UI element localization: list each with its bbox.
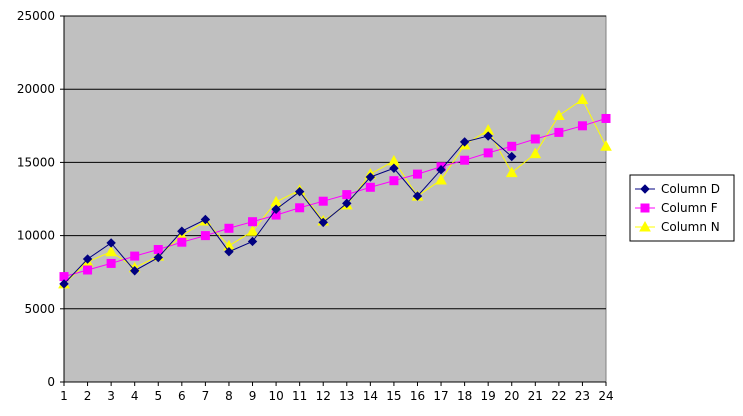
data-point <box>224 246 234 257</box>
data-point <box>435 173 447 185</box>
x-tick-label: 6 <box>178 389 186 403</box>
data-point <box>59 279 69 289</box>
data-point <box>460 155 470 165</box>
data-point <box>507 141 517 151</box>
legend-item: Column D <box>635 182 720 196</box>
data-point <box>412 191 423 201</box>
legend-label: Column N <box>661 220 720 234</box>
data-point <box>105 245 117 257</box>
series-group <box>58 93 612 289</box>
legend-marker <box>640 203 650 213</box>
data-point <box>106 238 116 248</box>
data-point <box>224 223 234 233</box>
data-point <box>483 131 493 141</box>
data-point <box>294 186 305 197</box>
y-tick-label: 25000 <box>17 9 55 23</box>
data-point <box>246 225 259 236</box>
x-tick-label: 13 <box>339 389 354 403</box>
data-point <box>153 245 163 255</box>
data-point <box>247 236 258 247</box>
data-point <box>507 151 517 162</box>
data-point <box>248 217 258 227</box>
plot-background <box>63 15 607 383</box>
x-tick-label: 22 <box>551 389 566 403</box>
x-tick-label: 16 <box>410 389 425 403</box>
data-point <box>529 147 542 159</box>
data-point <box>342 190 352 200</box>
data-point <box>577 121 587 131</box>
x-tick-label: 15 <box>386 389 401 403</box>
data-point <box>342 198 352 209</box>
legend-item: Column N <box>635 220 720 234</box>
data-point <box>177 237 187 247</box>
data-point <box>365 182 375 192</box>
x-tick-label: 21 <box>528 389 543 403</box>
x-tick-label: 2 <box>84 389 92 403</box>
x-tick-label: 7 <box>202 389 210 403</box>
x-tick-label: 17 <box>433 389 448 403</box>
data-point <box>530 134 540 144</box>
legend-marker <box>640 184 650 194</box>
data-point <box>436 165 446 175</box>
data-point <box>295 203 305 213</box>
data-point <box>601 113 611 123</box>
y-tick-label: 0 <box>47 375 55 389</box>
data-point <box>82 254 93 264</box>
data-point <box>389 163 399 173</box>
y-tick-label: 10000 <box>17 229 55 243</box>
data-point <box>505 166 518 178</box>
x-tick-label: 11 <box>292 389 307 403</box>
series-line <box>63 135 513 285</box>
data-point <box>83 265 93 275</box>
x-tick-label: 20 <box>504 389 519 403</box>
x-tick-label: 4 <box>131 389 139 403</box>
data-point <box>600 140 612 151</box>
y-axis: 0 5000 10000 15000 20000 25000 <box>17 9 65 389</box>
legend-label: Column D <box>661 182 720 196</box>
legend: Column D Column F Column N <box>629 174 735 242</box>
x-axis: 1 2 3 4 5 6 7 8 9 10 11 12 13 14 15 16 17 18 19 20 21 22 23 24 <box>60 381 614 403</box>
x-tick-label: 3 <box>107 389 115 403</box>
x-tick-label: 9 <box>249 389 257 403</box>
data-point <box>177 226 187 236</box>
x-tick-label: 10 <box>268 389 283 403</box>
legend-item: Column F <box>635 201 718 215</box>
x-tick-label: 8 <box>225 389 233 403</box>
data-point <box>365 172 376 182</box>
data-point <box>554 127 564 137</box>
x-tick-label: 24 <box>598 389 613 403</box>
x-tick-label: 1 <box>60 389 68 403</box>
data-point <box>200 231 210 241</box>
legend-label: Column F <box>661 201 718 215</box>
x-tick-label: 14 <box>363 389 378 403</box>
data-point <box>106 258 116 268</box>
data-point <box>271 204 281 214</box>
data-point <box>130 251 140 261</box>
x-tick-label: 23 <box>575 389 590 403</box>
data-point <box>389 176 399 186</box>
x-tick-label: 19 <box>481 389 496 403</box>
data-point <box>412 169 422 179</box>
data-point <box>129 266 140 276</box>
legend-marker <box>639 220 651 232</box>
data-point <box>153 252 163 263</box>
data-point <box>200 214 211 225</box>
data-point <box>576 93 589 104</box>
series-column-f <box>59 113 611 282</box>
data-point <box>459 137 470 147</box>
x-tick-label: 18 <box>457 389 472 403</box>
data-point <box>318 196 328 206</box>
x-tick-label: 12 <box>316 389 331 403</box>
y-tick-label: 15000 <box>17 155 55 169</box>
data-point <box>483 148 493 158</box>
y-tick-label: 20000 <box>17 82 55 96</box>
x-tick-label: 5 <box>154 389 162 403</box>
series-column-d <box>59 131 517 289</box>
plot-area <box>63 15 607 383</box>
y-tick-label: 5000 <box>24 302 55 316</box>
data-point <box>318 217 328 228</box>
data-point <box>553 109 565 121</box>
